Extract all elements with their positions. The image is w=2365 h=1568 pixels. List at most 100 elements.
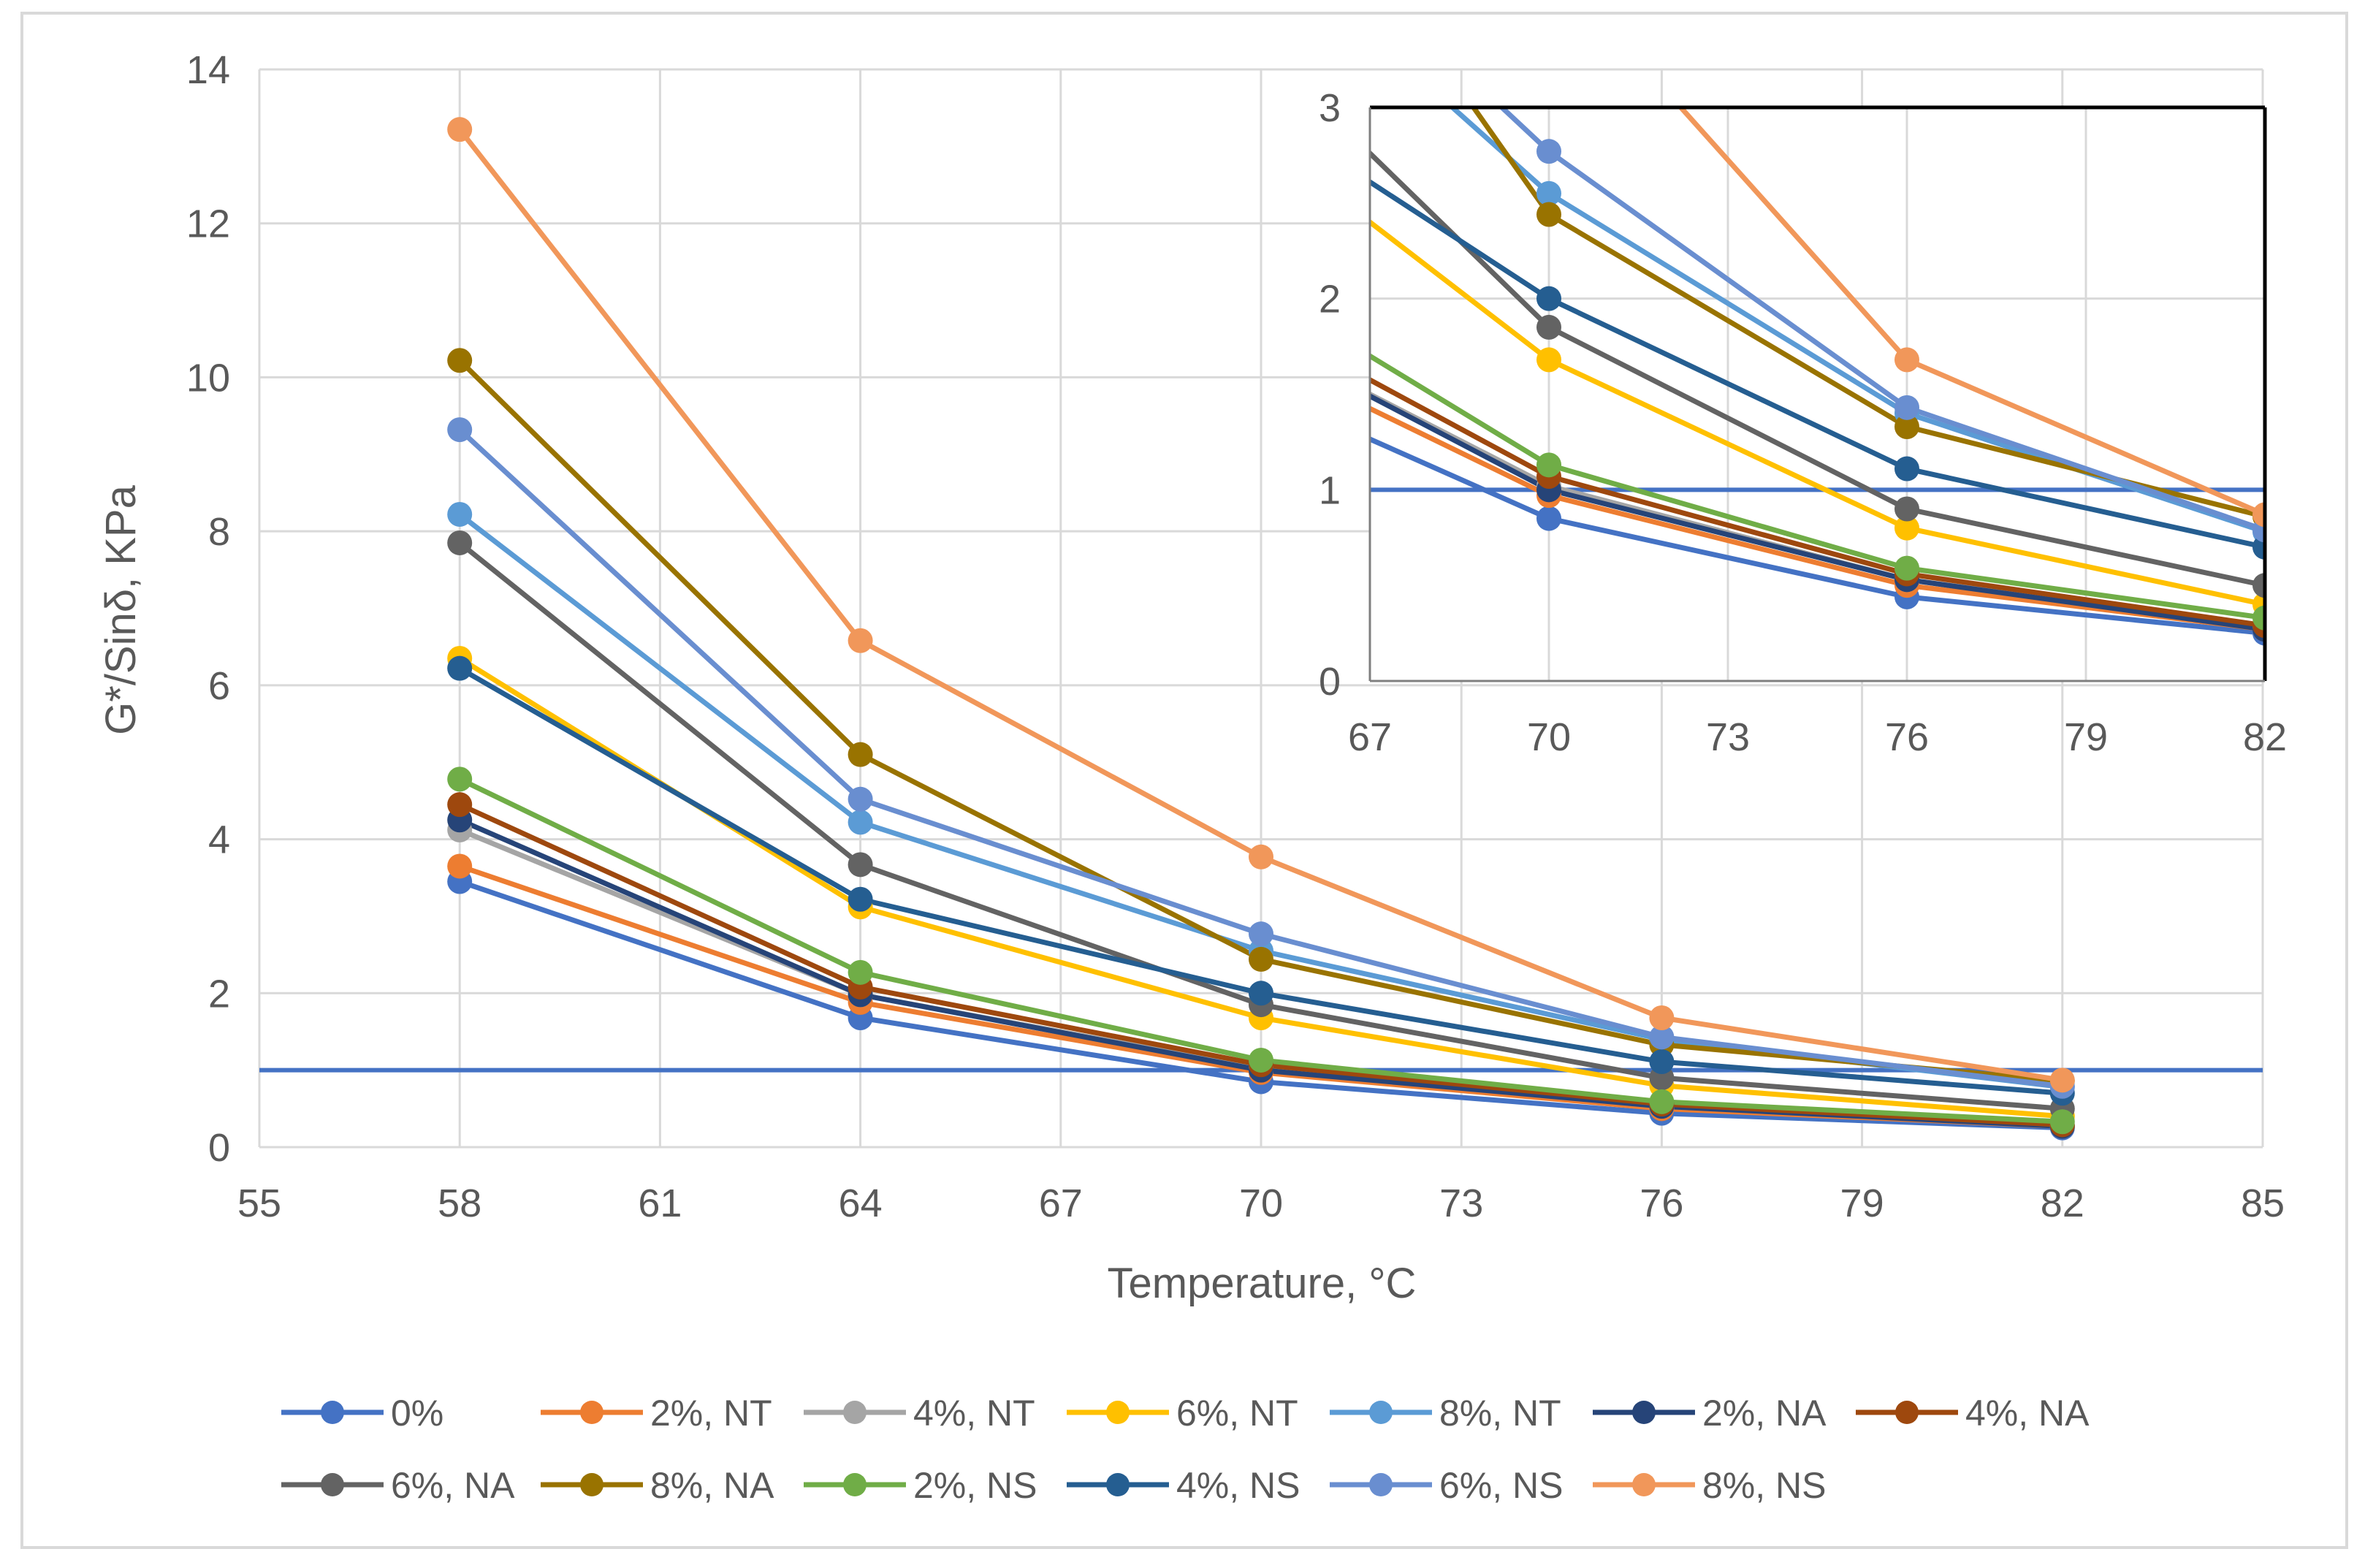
- main-xtick-61: 61: [638, 1181, 682, 1225]
- legend-label-0pct: 0%: [391, 1393, 443, 1434]
- inset-tick-labels: 0 1 2 3 67 70 73 76 79 82: [1319, 86, 2287, 759]
- inset-point-6pct-na-82: [2252, 573, 2265, 598]
- legend-label-6pct-ns: 6%, NS: [1439, 1465, 1564, 1506]
- legend-item-6pct-na: 6%, NA: [281, 1465, 515, 1506]
- inset-point-6pct-ns-70: [1536, 139, 1561, 164]
- main-ytick-8: 8: [208, 510, 230, 554]
- inset-point-2pct-ns-76: [1894, 555, 1919, 581]
- inset-point-4pct-ns-70: [1536, 286, 1561, 311]
- x-axis-title: Temperature, °C: [1108, 1260, 1417, 1307]
- legend-marker-8pct-na: [580, 1473, 603, 1496]
- legend-item-4pct-nt: 4%, NT: [804, 1393, 1035, 1434]
- point-4pct-na-58: [447, 792, 473, 818]
- main-xtick-58: 58: [438, 1181, 481, 1225]
- legend-item-2pct-ns: 2%, NS: [804, 1465, 1037, 1506]
- legend-label-4pct-na: 4%, NA: [1965, 1393, 2090, 1434]
- inset-chart: 0 1 2 3 67 70 73 76 79 82: [1319, 86, 2287, 759]
- legend-label-8pct-na: 8%, NA: [650, 1465, 774, 1506]
- main-ytick-12: 12: [186, 202, 230, 246]
- legend-item-4pct-na: 4%, NA: [1856, 1393, 2090, 1434]
- inset-series-line-8pct-ns: [1677, 107, 2265, 517]
- point-8pct-ns-64: [848, 628, 873, 653]
- point-6pct-ns-76: [1649, 1024, 1675, 1050]
- point-2pct-ns-82: [2049, 1109, 2075, 1135]
- inset-xtick-76: 76: [1885, 715, 1929, 759]
- point-6pct-ns-58: [447, 417, 473, 443]
- inset-point-8pct-na-70: [1536, 202, 1561, 227]
- point-6pct-na-58: [447, 530, 473, 555]
- legend-label-2pct-na: 2%, NA: [1702, 1393, 1827, 1434]
- legend-marker-2pct-ns: [843, 1473, 867, 1496]
- point-2pct-ns-76: [1649, 1089, 1675, 1114]
- inset-background: [1370, 107, 2265, 681]
- legend-marker-8pct-nt: [1369, 1401, 1393, 1424]
- legend-item-6pct-nt: 6%, NT: [1067, 1393, 1298, 1434]
- main-series-group: [447, 117, 2075, 1141]
- inset-xtick-82: 82: [2243, 715, 2287, 759]
- inset-xtick-79: 79: [2064, 715, 2108, 759]
- legend-marker-6pct-ns: [1369, 1473, 1393, 1496]
- inset-point-6pct-na-76: [1894, 496, 1919, 522]
- legend-label-2pct-ns: 2%, NS: [913, 1465, 1037, 1506]
- point-8pct-nt-64: [848, 810, 873, 835]
- legend-marker-4pct-nt: [843, 1401, 867, 1424]
- legend-item-6pct-ns: 6%, NS: [1330, 1465, 1564, 1506]
- inset-point-2pct-ns-82: [2252, 605, 2265, 631]
- main-xtick-55: 55: [237, 1181, 281, 1225]
- legend-item-0pct: 0%: [281, 1393, 443, 1434]
- main-ytick-10: 10: [186, 356, 230, 400]
- main-xtick-70: 70: [1239, 1181, 1283, 1225]
- point-4pct-ns-58: [447, 655, 473, 681]
- point-4pct-ns-70: [1249, 981, 1273, 1006]
- point-6pct-ns-64: [848, 786, 873, 812]
- inset-xtick-67: 67: [1348, 715, 1392, 759]
- point-6pct-ns-70: [1249, 921, 1273, 947]
- inset-point-6pct-na-70: [1536, 314, 1561, 340]
- legend-label-6pct-nt: 6%, NT: [1176, 1393, 1298, 1434]
- point-8pct-na-70: [1249, 946, 1273, 972]
- point-6pct-na-64: [848, 852, 873, 878]
- legend-marker-6pct-na: [321, 1473, 344, 1496]
- main-xtick-85: 85: [2241, 1181, 2285, 1225]
- legend-marker-8pct-ns: [1632, 1473, 1656, 1496]
- inset-ytick-1: 1: [1319, 468, 1341, 512]
- legend-marker-2pct-na: [1632, 1401, 1656, 1424]
- main-ytick-6: 6: [208, 664, 230, 708]
- point-2pct-ns-70: [1249, 1047, 1273, 1073]
- point-4pct-ns-76: [1649, 1049, 1675, 1075]
- point-2pct-nt-58: [447, 853, 473, 879]
- legend-marker-6pct-nt: [1106, 1401, 1130, 1424]
- inset-point-8pct-ns-82: [2252, 502, 2265, 528]
- inset-ytick-2: 2: [1319, 278, 1341, 321]
- legend-marker-4pct-ns: [1106, 1473, 1130, 1496]
- inset-series-group: [1370, 107, 2265, 646]
- inset-point-6pct-nt-76: [1894, 515, 1919, 541]
- main-xtick-67: 67: [1039, 1181, 1083, 1225]
- point-8pct-ns-82: [2049, 1067, 2075, 1093]
- point-8pct-na-58: [447, 348, 473, 373]
- point-8pct-ns-58: [447, 117, 473, 142]
- main-ytick-2: 2: [208, 972, 230, 1016]
- main-ytick-0: 0: [208, 1126, 230, 1170]
- main-xtick-76: 76: [1639, 1181, 1683, 1225]
- inset-xtick-73: 73: [1706, 715, 1750, 759]
- inset-ytick-3: 3: [1319, 86, 1341, 130]
- legend-item-8pct-nt: 8%, NT: [1330, 1393, 1561, 1434]
- point-8pct-nt-58: [447, 501, 473, 527]
- point-4pct-ns-64: [848, 886, 873, 912]
- main-ytick-4: 4: [208, 818, 230, 862]
- inset-frame: [1368, 105, 2267, 682]
- legend-item-4pct-ns: 4%, NS: [1067, 1465, 1300, 1506]
- point-8pct-ns-76: [1649, 1005, 1675, 1030]
- legend-label-6pct-na: 6%, NA: [391, 1465, 515, 1506]
- point-2pct-ns-58: [447, 766, 473, 792]
- point-2pct-ns-64: [848, 959, 873, 985]
- inset-point-8pct-ns-76: [1894, 347, 1919, 373]
- legend-marker-0pct: [321, 1401, 344, 1424]
- y-axis-title: G*/Sinδ, KPa: [97, 484, 145, 735]
- legend: 0% 2%, NT 4%, NT 6%, NT 8%, NT 2%, NA 4%, NA 6%…: [281, 1393, 2090, 1506]
- legend-item-8pct-ns: 8%, NS: [1593, 1465, 1827, 1506]
- legend-marker-2pct-nt: [580, 1401, 603, 1424]
